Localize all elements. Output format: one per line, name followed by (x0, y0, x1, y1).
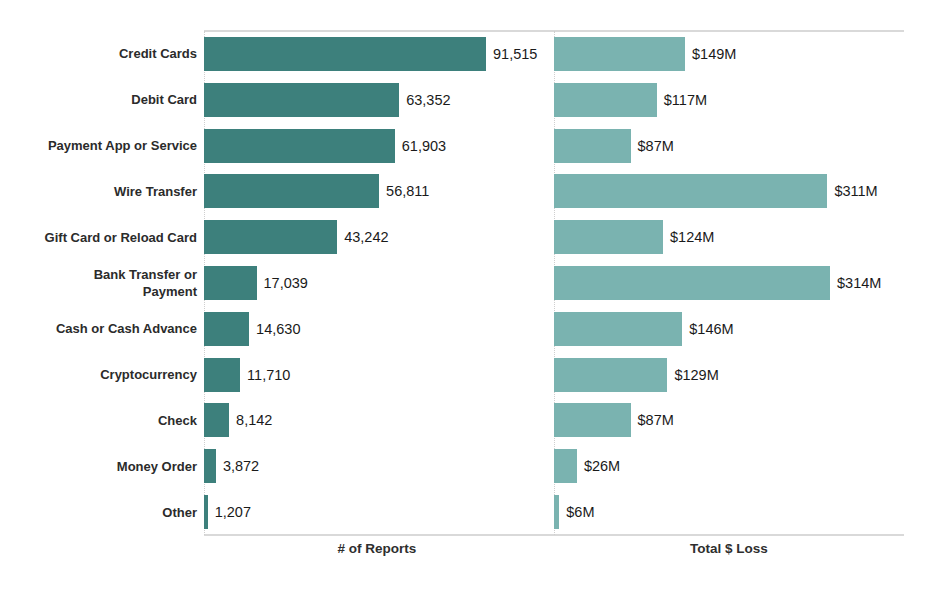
loss-value-label: $314M (837, 266, 881, 300)
category-label: Gift Card or Reload Card (0, 214, 197, 260)
category-label: Cash or Cash Advance (0, 306, 197, 352)
loss-bar (554, 358, 667, 392)
loss-value-label: $87M (638, 403, 674, 437)
loss-bar (554, 312, 682, 346)
category-label: Cryptocurrency (0, 352, 197, 398)
loss-value-label: $124M (670, 220, 714, 254)
reports-bar (204, 312, 249, 346)
reports-bar (204, 495, 208, 529)
chart-row: Wire Transfer 56,811 $311M (0, 168, 933, 214)
reports-bar (204, 449, 216, 483)
reports-bar (204, 403, 229, 437)
loss-bar (554, 495, 559, 529)
loss-bar (554, 129, 631, 163)
reports-value-label: 8,142 (236, 403, 272, 437)
reports-value-label: 1,207 (215, 495, 251, 529)
reports-value-label: 63,352 (406, 83, 450, 117)
chart-row: Cryptocurrency 11,710 $129M (0, 352, 933, 398)
category-label: Bank Transfer or Payment (0, 260, 197, 306)
loss-bar (554, 174, 827, 208)
category-label: Debit Card (0, 77, 197, 123)
reports-bar (204, 37, 486, 71)
reports-bar (204, 220, 337, 254)
chart-row: Debit Card 63,352 $117M (0, 77, 933, 123)
reports-value-label: 61,903 (402, 129, 446, 163)
loss-bar (554, 83, 657, 117)
category-label: Credit Cards (0, 31, 197, 77)
reports-axis-title: # of Reports (204, 541, 550, 556)
reports-bar (204, 129, 395, 163)
reports-bar (204, 174, 379, 208)
reports-value-label: 11,710 (247, 358, 290, 392)
category-label: Check (0, 398, 197, 444)
reports-value-label: 3,872 (223, 449, 259, 483)
reports-value-label: 43,242 (344, 220, 388, 254)
category-label: Money Order (0, 443, 197, 489)
chart-row: Bank Transfer or Payment 17,039 $314M (0, 260, 933, 306)
chart-row: Payment App or Service 61,903 $87M (0, 123, 933, 169)
chart-row: Cash or Cash Advance 14,630 $146M (0, 306, 933, 352)
loss-value-label: $129M (674, 358, 718, 392)
loss-bar (554, 37, 685, 71)
chart-row: Other 1,207 $6M (0, 489, 933, 535)
reports-bar (204, 83, 399, 117)
loss-axis-title: Total $ Loss (554, 541, 904, 556)
loss-bar (554, 220, 663, 254)
payment-method-fraud-chart: Credit Cards 91,515 $149M Debit Card 63,352 $… (0, 0, 933, 614)
loss-value-label: $149M (692, 37, 736, 71)
loss-bar (554, 403, 631, 437)
reports-bar (204, 266, 257, 300)
loss-value-label: $6M (566, 495, 594, 529)
chart-row: Gift Card or Reload Card 43,242 $124M (0, 214, 933, 260)
loss-bar (554, 266, 830, 300)
chart-row: Credit Cards 91,515 $149M (0, 31, 933, 77)
category-label: Other (0, 489, 197, 535)
chart-row: Check 8,142 $87M (0, 398, 933, 444)
loss-value-label: $26M (584, 449, 620, 483)
chart-row: Money Order 3,872 $26M (0, 443, 933, 489)
reports-value-label: 17,039 (264, 266, 308, 300)
loss-bar (554, 449, 577, 483)
loss-value-label: $146M (689, 312, 733, 346)
loss-value-label: $87M (638, 129, 674, 163)
category-label: Wire Transfer (0, 168, 197, 214)
loss-value-label: $117M (664, 83, 707, 117)
reports-value-label: 91,515 (493, 37, 537, 71)
reports-bar (204, 358, 240, 392)
reports-value-label: 56,811 (386, 174, 429, 208)
reports-value-label: 14,630 (256, 312, 300, 346)
loss-value-label: $311M (834, 174, 877, 208)
category-label: Payment App or Service (0, 123, 197, 169)
